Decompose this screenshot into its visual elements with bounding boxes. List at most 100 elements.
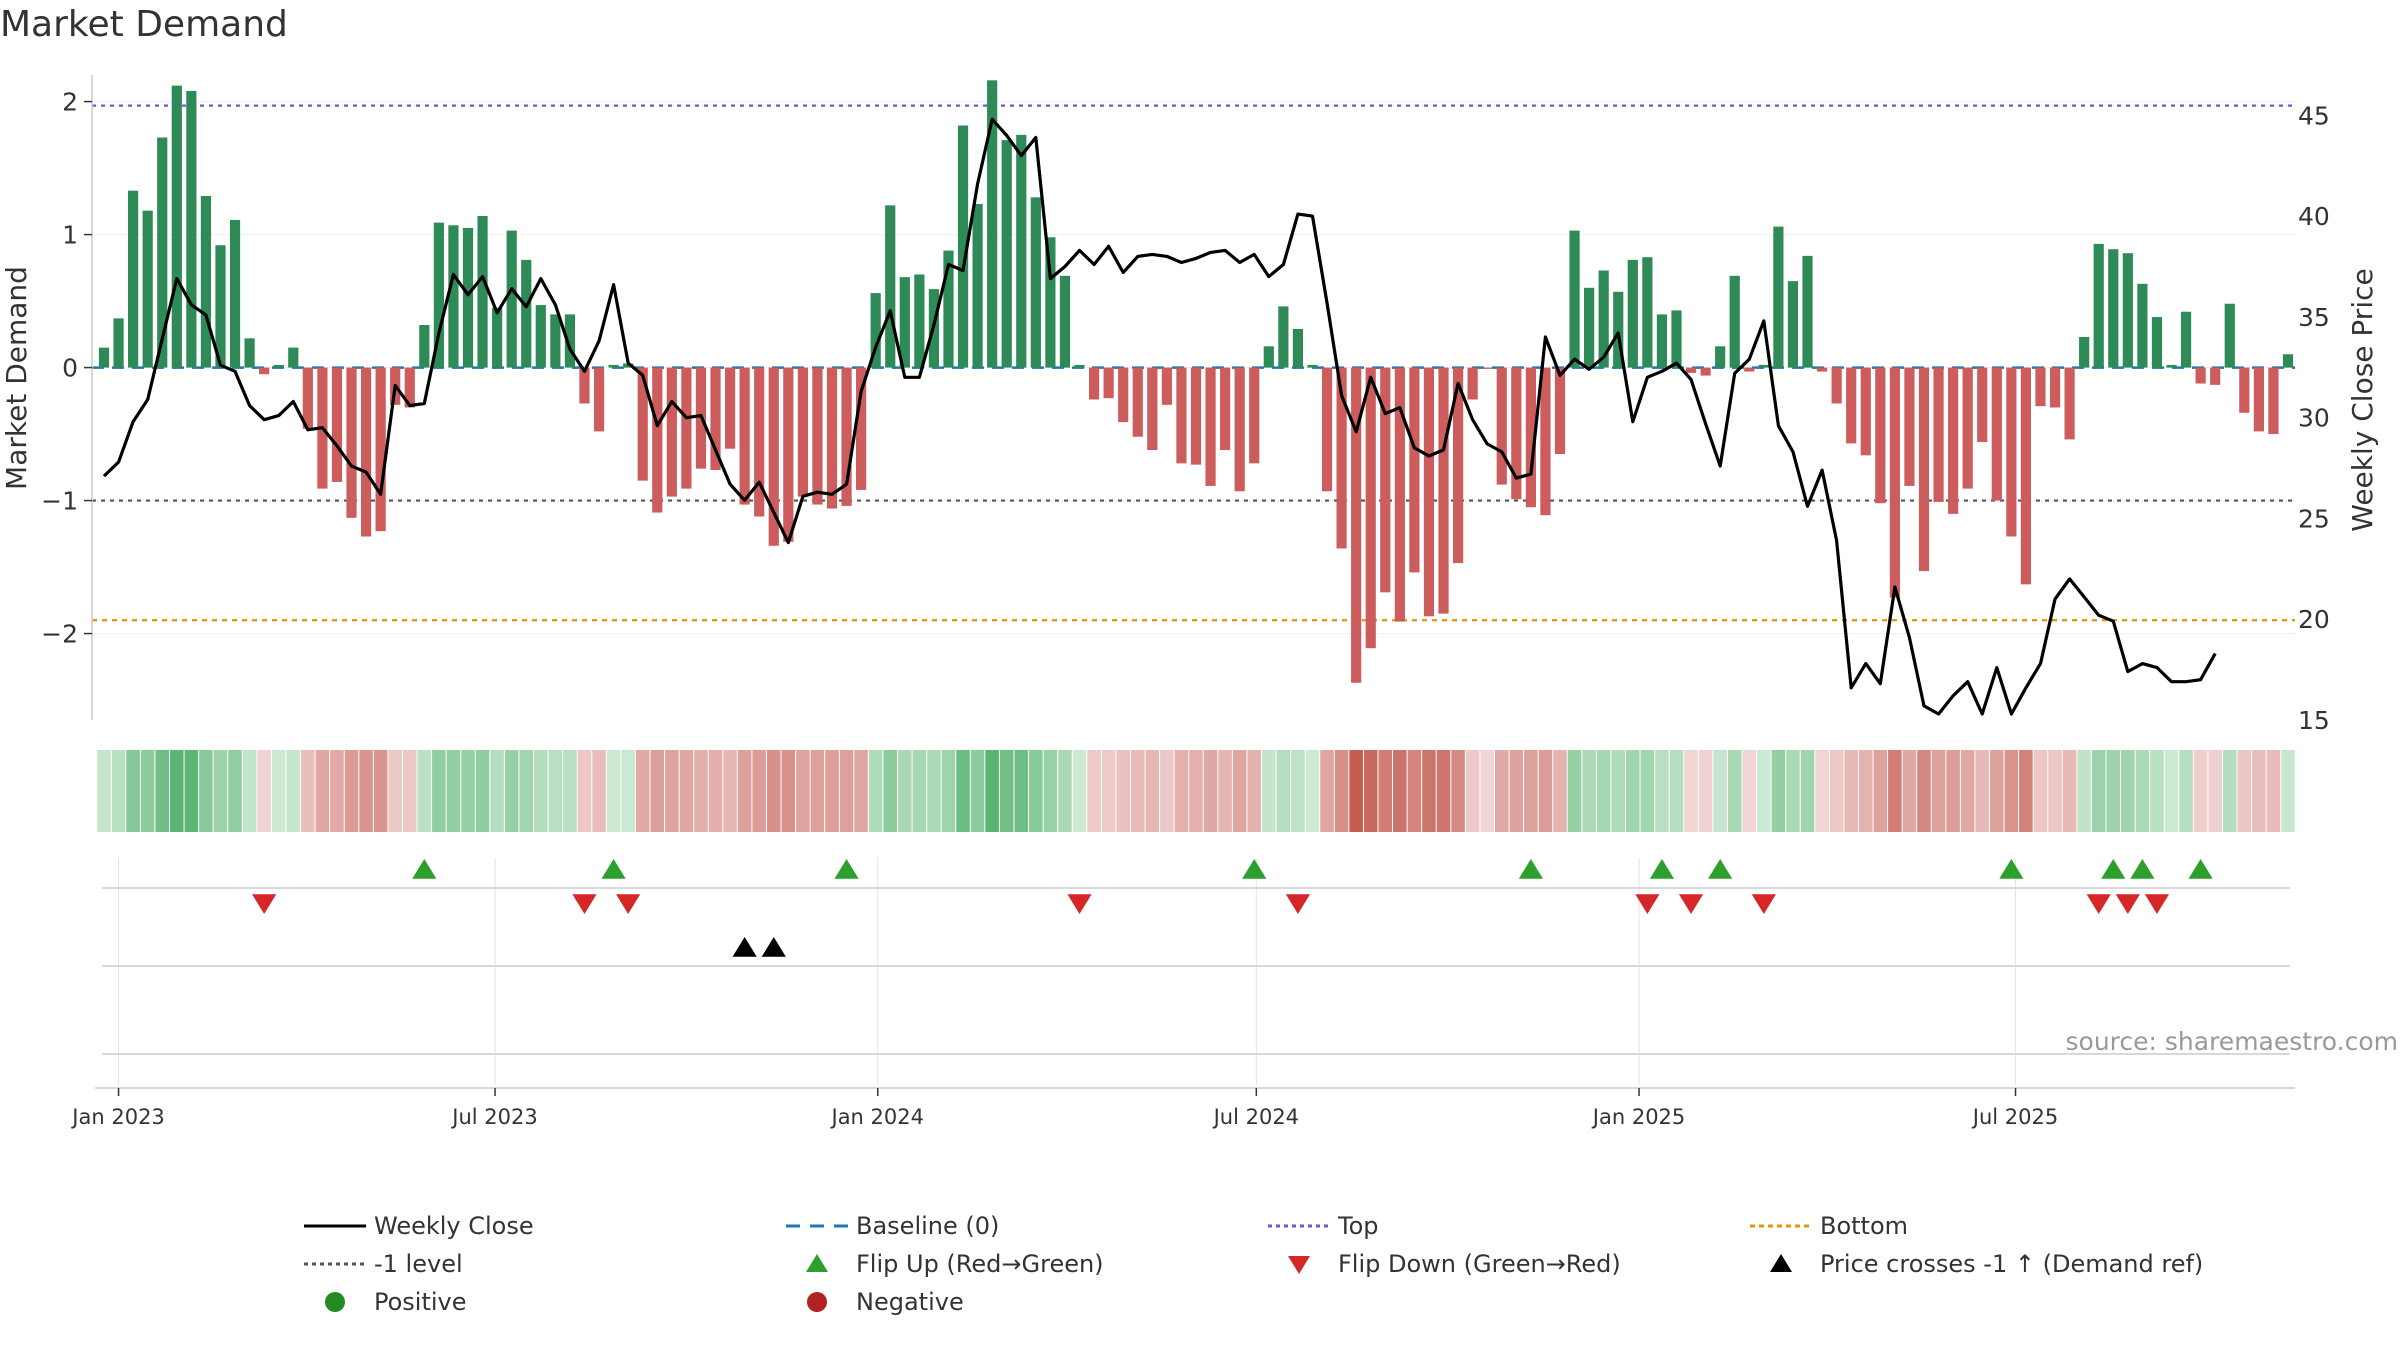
heat-cell [2252, 750, 2266, 832]
heat-cell [1393, 750, 1407, 832]
heat-cell [1203, 750, 1218, 832]
y2-tick-label: 30 [2298, 404, 2330, 433]
flip-down-marker [1678, 894, 1704, 914]
y-tick-label: −1 [41, 487, 78, 516]
y-tick-label: 1 [62, 221, 78, 250]
heat-cell [1655, 750, 1669, 832]
demand-bar [1758, 364, 1769, 368]
heat-cell [2150, 750, 2164, 832]
heat-cell [825, 750, 839, 832]
demand-bar [797, 367, 808, 497]
demand-bar [1263, 346, 1274, 368]
demand-bar [1292, 329, 1304, 368]
triangle-up-icon [782, 1246, 852, 1282]
demand-bar [914, 274, 925, 368]
demand-bar [1802, 255, 1813, 368]
heat-cell [475, 750, 490, 832]
demand-bar [1977, 367, 1988, 443]
demand-bar [1948, 367, 1959, 514]
heat-cell [1815, 750, 1829, 832]
heat-cell [184, 750, 199, 832]
demand-bar [1904, 367, 1915, 486]
legend-label: Negative [856, 1288, 964, 1316]
demand-bar [2064, 367, 2075, 440]
legend-item: Negative [782, 1284, 964, 1320]
demand-bar [1016, 134, 1027, 368]
demand-bar [1394, 367, 1405, 622]
heat-cell [1378, 750, 1393, 832]
legend-label: Weekly Close [374, 1212, 534, 1240]
flip-down-marker [2086, 894, 2111, 914]
legend-item: Weekly Close [300, 1208, 534, 1244]
x-tick-label: Jul 2025 [1971, 1105, 2058, 1129]
heat-cell [1611, 750, 1626, 832]
heat-cell [1218, 750, 1232, 832]
demand-bar [1816, 367, 1828, 372]
demand-bar [2166, 364, 2177, 368]
demand-bar [1220, 367, 1231, 451]
flip-up-marker [412, 859, 437, 879]
demand-bar [2195, 367, 2206, 384]
heat-cell [170, 750, 184, 832]
heat-cell [1072, 750, 1087, 832]
demand-bar [1787, 281, 1799, 368]
chart-legend: Weekly Close Baseline (0) Top Bottom -1 leve… [300, 1208, 2250, 1338]
heat-cell [461, 750, 475, 832]
heat-cell [1786, 750, 1800, 832]
heat-cell [1713, 750, 1727, 832]
demand-bar [2239, 367, 2250, 413]
heat-cell [1509, 750, 1524, 832]
demand-bar [448, 225, 459, 368]
heat-cell [1232, 750, 1247, 832]
demand-bar [1933, 367, 1944, 502]
demand-bar [2006, 367, 2017, 537]
demand-bar [98, 347, 110, 368]
demand-bar [1889, 367, 1900, 598]
demand-bar [1438, 367, 1449, 614]
flip-up-marker [1708, 859, 1733, 879]
heat-cell [1174, 750, 1189, 832]
solid-line-swatch [300, 1208, 370, 1244]
heat-cell [2048, 750, 2062, 832]
heat-cell [2004, 750, 2019, 832]
x-tick-label: Jul 2024 [1212, 1105, 1299, 1129]
heat-cell [723, 750, 737, 832]
flip-down-marker [1751, 894, 1776, 914]
demand-bar [1118, 367, 1129, 423]
demand-bar [2035, 367, 2046, 407]
demand-bar [492, 307, 503, 368]
demand-bar [157, 137, 168, 368]
heat-cell [796, 750, 810, 832]
heat-cell [402, 750, 417, 832]
heat-cell [1829, 750, 1844, 832]
y2-tick-label: 45 [2298, 101, 2330, 130]
y-tick-label: −2 [41, 620, 78, 649]
heat-cell [650, 750, 665, 832]
flip-up-marker [1518, 859, 1543, 879]
demand-bar [215, 245, 226, 368]
demand-bar [1569, 230, 1580, 368]
heat-cell [242, 750, 257, 832]
heat-cell [1917, 750, 1931, 832]
legend-item: Top [1264, 1208, 1379, 1244]
heat-cell [446, 750, 461, 832]
heat-cell [1436, 750, 1451, 832]
heat-cell [985, 750, 999, 832]
demand-bar [943, 250, 954, 368]
heat-cell [1014, 750, 1029, 832]
heat-cell [1669, 750, 1684, 832]
heat-cell [1451, 750, 1465, 832]
demand-bar [1991, 367, 2002, 501]
heat-cell [1291, 750, 1305, 832]
heat-cell [752, 750, 766, 832]
circle-icon [300, 1284, 370, 1320]
x-tick-label: Jan 2023 [70, 1105, 165, 1129]
heat-cell [1524, 750, 1538, 832]
demand-bar [623, 363, 634, 368]
demand-bar [1627, 259, 1638, 368]
flip-up-marker [2101, 859, 2126, 879]
heat-cell [563, 750, 577, 832]
demand-bar [1423, 367, 1435, 617]
demand-bar [288, 347, 299, 368]
y2-tick-label: 25 [2298, 504, 2330, 533]
